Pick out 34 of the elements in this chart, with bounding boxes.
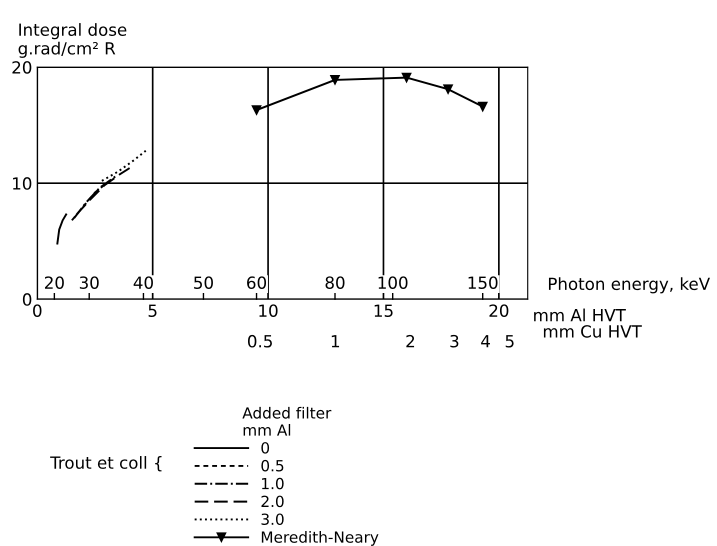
legend-label: 0 — [261, 442, 270, 454]
x-tick-label: 5 — [148, 304, 157, 317]
annotation: 20 — [44, 276, 64, 289]
y-tick-label: 10 — [13, 177, 32, 190]
y-tick-label: 20 — [12, 61, 32, 74]
x2-tick-label: 4 — [481, 335, 490, 348]
legend-label: Meredith-Neary — [262, 531, 378, 546]
annotation: 100 — [378, 276, 408, 289]
x2-tick-label: 5 — [506, 335, 514, 348]
annotation: 40 — [134, 276, 153, 289]
x2-tick-label: 0.5 — [248, 334, 272, 348]
annotation: 50 — [194, 276, 213, 289]
x2-tick-label: 2 — [406, 334, 414, 348]
annotation: 60 — [247, 276, 266, 289]
y-tick-label: 0 — [22, 293, 32, 306]
x-tick-label: 10 — [259, 304, 278, 317]
x2-axis-title: mm Cu HVT — [544, 325, 642, 338]
x-tick-label: 20 — [489, 304, 508, 317]
legend-label: 2.0 — [261, 496, 284, 508]
x2-tick-label: 3 — [450, 334, 458, 348]
annotation: 150 — [468, 276, 498, 289]
x-axis-title: mm Al HVT — [534, 308, 626, 322]
x2-tick-label: 1 — [332, 335, 340, 348]
x-tick-label: 0 — [33, 304, 42, 317]
annotation: 30 — [80, 276, 99, 289]
text: Photon energy, keV — [548, 277, 710, 294]
legend-label: 1.0 — [262, 478, 284, 490]
legend-label: 3.0 — [262, 513, 284, 526]
legend-title: Added filter mm Al — [242, 406, 332, 436]
annotation: 80 — [326, 276, 344, 289]
legend-label: 0.5 — [261, 460, 284, 472]
x-tick-label: 15 — [374, 304, 393, 317]
text: Trout et coll { — [50, 456, 162, 472]
y-axis-title: Integral dose g.rad/cm² R — [18, 23, 126, 58]
